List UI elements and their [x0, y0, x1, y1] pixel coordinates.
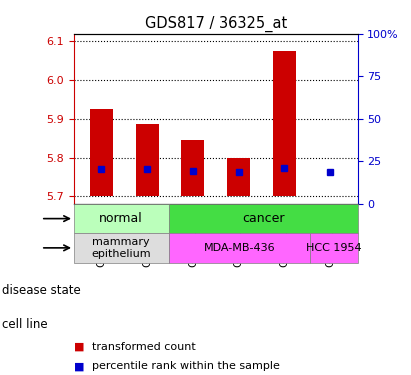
Bar	[182, 140, 204, 196]
Text: normal: normal	[99, 212, 143, 225]
Title: GDS817 / 36325_at: GDS817 / 36325_at	[145, 16, 287, 32]
Bar	[90, 109, 113, 196]
Text: ■: ■	[74, 342, 85, 352]
Text: cancer: cancer	[242, 212, 284, 225]
Bar	[227, 158, 250, 196]
Bar	[169, 233, 310, 262]
Bar	[74, 204, 169, 233]
Text: mammary
epithelium: mammary epithelium	[91, 237, 151, 259]
Bar	[273, 51, 296, 196]
Bar	[169, 204, 358, 233]
Text: HCC 1954: HCC 1954	[306, 243, 362, 253]
Text: MDA-MB-436: MDA-MB-436	[203, 243, 275, 253]
Bar	[74, 233, 169, 262]
Text: transformed count: transformed count	[92, 342, 196, 352]
Text: percentile rank within the sample: percentile rank within the sample	[92, 362, 280, 371]
Bar	[310, 233, 358, 262]
Text: ■: ■	[74, 362, 85, 371]
Bar	[136, 123, 159, 196]
Text: disease state: disease state	[2, 284, 81, 297]
Text: cell line: cell line	[2, 318, 48, 331]
